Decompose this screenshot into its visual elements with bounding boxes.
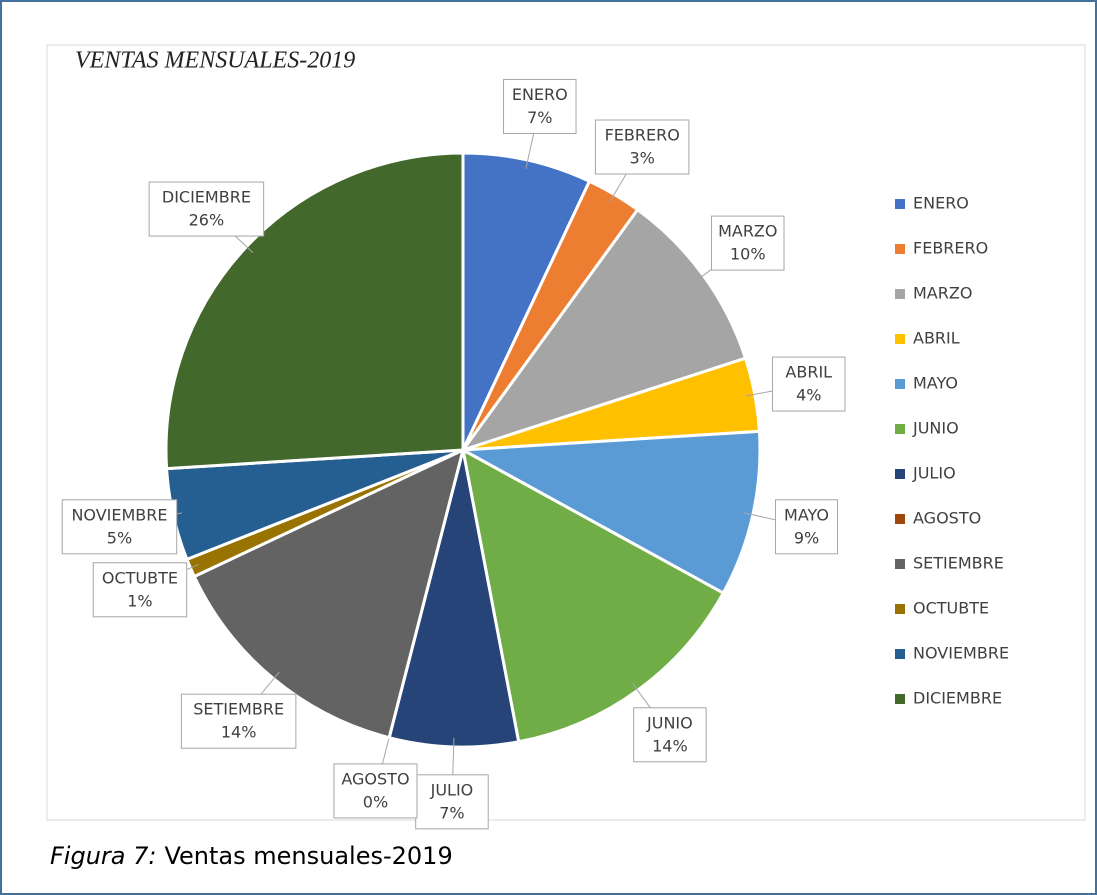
data-label-box bbox=[594, 119, 690, 175]
legend-label: ENERO bbox=[913, 194, 969, 213]
caption: Figura 7: Ventas mensuales-2019 bbox=[50, 842, 453, 870]
data-label-box bbox=[711, 215, 785, 271]
legend-swatch bbox=[895, 559, 905, 569]
legend-swatch bbox=[895, 694, 905, 704]
data-label-name: ABRIL bbox=[785, 363, 832, 382]
data-label-name: AGOSTO bbox=[341, 769, 409, 788]
legend-label: AGOSTO bbox=[913, 509, 981, 528]
data-label-value: 10% bbox=[730, 245, 766, 264]
data-label-box bbox=[92, 562, 188, 618]
data-label-box bbox=[61, 499, 178, 555]
data-label-box bbox=[633, 707, 707, 763]
data-label-name: MARZO bbox=[718, 222, 777, 241]
data-label-name: NOVIEMBRE bbox=[71, 505, 167, 524]
data-label-value: 7% bbox=[527, 108, 552, 127]
legend-swatch bbox=[895, 469, 905, 479]
data-label-value: 26% bbox=[189, 211, 225, 230]
data-label-name: OCTUBTE bbox=[102, 568, 178, 587]
data-label-box bbox=[148, 181, 265, 237]
data-label-value: 9% bbox=[794, 528, 819, 547]
caption-label: Figura 7: bbox=[50, 842, 156, 870]
legend-label: SETIEMBRE bbox=[913, 554, 1004, 573]
caption-text: Ventas mensuales-2019 bbox=[164, 842, 452, 870]
legend-label: OCTUBTE bbox=[913, 599, 989, 618]
legend-swatch bbox=[895, 289, 905, 299]
data-label-value: 3% bbox=[629, 149, 654, 168]
data-label-value: 1% bbox=[127, 591, 152, 610]
legend-label: JUNIO bbox=[912, 419, 959, 438]
legend-label: JULIO bbox=[912, 464, 956, 483]
data-label-value: 14% bbox=[221, 723, 257, 742]
data-label-name: DICIEMBRE bbox=[162, 188, 251, 207]
legend-swatch bbox=[895, 424, 905, 434]
legend-swatch bbox=[895, 649, 905, 659]
legend-label: DICIEMBRE bbox=[913, 689, 1002, 708]
legend-label: MAYO bbox=[913, 374, 958, 393]
data-label-value: 0% bbox=[363, 792, 388, 811]
chart-title: VENTAS MENSUALES-2019 bbox=[75, 48, 355, 74]
data-label-value: 4% bbox=[796, 386, 821, 405]
data-label-name: ENERO bbox=[512, 85, 568, 104]
data-label-box bbox=[775, 499, 839, 555]
data-label-value: 7% bbox=[439, 803, 464, 822]
legend-label: FEBRERO bbox=[913, 239, 988, 258]
legend-swatch bbox=[895, 199, 905, 209]
legend-swatch bbox=[895, 379, 905, 389]
legend-swatch bbox=[895, 514, 905, 524]
data-label-box bbox=[180, 693, 297, 749]
data-label-box bbox=[333, 763, 418, 819]
data-label-name: FEBRERO bbox=[605, 126, 680, 145]
legend-swatch bbox=[895, 244, 905, 254]
legend-label: ABRIL bbox=[913, 329, 960, 348]
data-label-name: JULIO bbox=[430, 780, 474, 799]
data-label-value: 14% bbox=[652, 736, 688, 755]
data-label-name: JUNIO bbox=[646, 713, 693, 732]
data-label-value: 5% bbox=[107, 528, 132, 547]
legend-swatch bbox=[895, 604, 905, 614]
legend-label: MARZO bbox=[913, 284, 972, 303]
data-label-box bbox=[772, 356, 846, 412]
data-label-name: MAYO bbox=[784, 505, 829, 524]
data-label-box bbox=[503, 78, 577, 134]
data-label-name: SETIEMBRE bbox=[193, 700, 284, 719]
legend-swatch bbox=[895, 334, 905, 344]
legend-label: NOVIEMBRE bbox=[913, 644, 1009, 663]
